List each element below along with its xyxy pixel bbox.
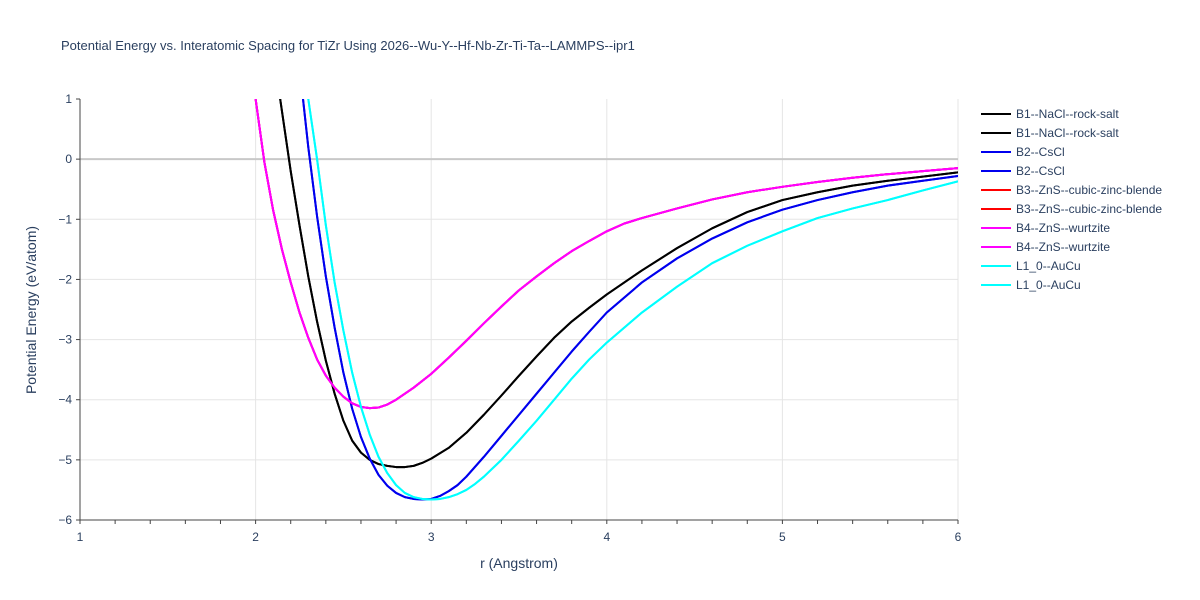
series-line-7 bbox=[254, 99, 958, 410]
x-tick-label: 6 bbox=[955, 530, 962, 544]
legend-item[interactable]: B2--CsCl bbox=[981, 164, 1065, 178]
series-line-9 bbox=[307, 99, 958, 501]
y-tick-label: −5 bbox=[58, 453, 72, 467]
axes: 1 2 3 4 5 6 1 0 −1 −2 −3 −4 −5 −6 bbox=[58, 92, 961, 544]
y-tick-label: 1 bbox=[65, 92, 72, 106]
legend-label: B4--ZnS--wurtzite bbox=[1016, 240, 1110, 254]
legend-label: B1--NaCl--rock-salt bbox=[1016, 126, 1119, 140]
x-tick-label: 4 bbox=[603, 530, 610, 544]
legend-item[interactable]: L1_0--AuCu bbox=[981, 259, 1081, 273]
legend-item[interactable]: B1--NaCl--rock-salt bbox=[981, 107, 1119, 121]
legend-label: L1_0--AuCu bbox=[1016, 259, 1081, 273]
legend-item[interactable]: B2--CsCl bbox=[981, 145, 1065, 159]
legend[interactable]: B1--NaCl--rock-salt B1--NaCl--rock-salt B2… bbox=[981, 107, 1162, 292]
plot-area bbox=[254, 99, 958, 501]
legend-item[interactable]: B4--ZnS--wurtzite bbox=[981, 221, 1110, 235]
legend-item[interactable]: L1_0--AuCu bbox=[981, 278, 1081, 292]
series-line-1 bbox=[279, 99, 958, 469]
grid bbox=[80, 99, 959, 520]
y-tick-label: −2 bbox=[58, 272, 72, 286]
series-line-3 bbox=[302, 99, 958, 501]
y-tick-label: −1 bbox=[58, 212, 72, 226]
chart-title: Potential Energy vs. Interatomic Spacing… bbox=[61, 38, 635, 53]
x-tick-label: 1 bbox=[77, 530, 84, 544]
legend-label: B3--ZnS--cubic-zinc-blende bbox=[1016, 202, 1162, 216]
y-tick-label: 0 bbox=[65, 152, 72, 166]
y-tick-label: −4 bbox=[58, 393, 72, 407]
legend-label: B2--CsCl bbox=[1016, 145, 1065, 159]
series-line-0 bbox=[279, 99, 958, 469]
legend-label: B2--CsCl bbox=[1016, 164, 1065, 178]
legend-label: B3--ZnS--cubic-zinc-blende bbox=[1016, 183, 1162, 197]
x-axis-title: r (Angstrom) bbox=[480, 555, 558, 571]
legend-item[interactable]: B1--NaCl--rock-salt bbox=[981, 126, 1119, 140]
y-axis-title: Potential Energy (eV/atom) bbox=[23, 226, 39, 394]
y-tick-label: −6 bbox=[58, 513, 72, 527]
y-tick-label: −3 bbox=[58, 333, 72, 347]
legend-label: L1_0--AuCu bbox=[1016, 278, 1081, 292]
legend-item[interactable]: B3--ZnS--cubic-zinc-blende bbox=[981, 202, 1162, 216]
legend-label: B1--NaCl--rock-salt bbox=[1016, 107, 1119, 121]
legend-item[interactable]: B4--ZnS--wurtzite bbox=[981, 240, 1110, 254]
legend-label: B4--ZnS--wurtzite bbox=[1016, 221, 1110, 235]
x-tick-label: 5 bbox=[779, 530, 786, 544]
legend-item[interactable]: B3--ZnS--cubic-zinc-blende bbox=[981, 183, 1162, 197]
x-tick-label: 3 bbox=[428, 530, 435, 544]
x-tick-label: 2 bbox=[252, 530, 259, 544]
